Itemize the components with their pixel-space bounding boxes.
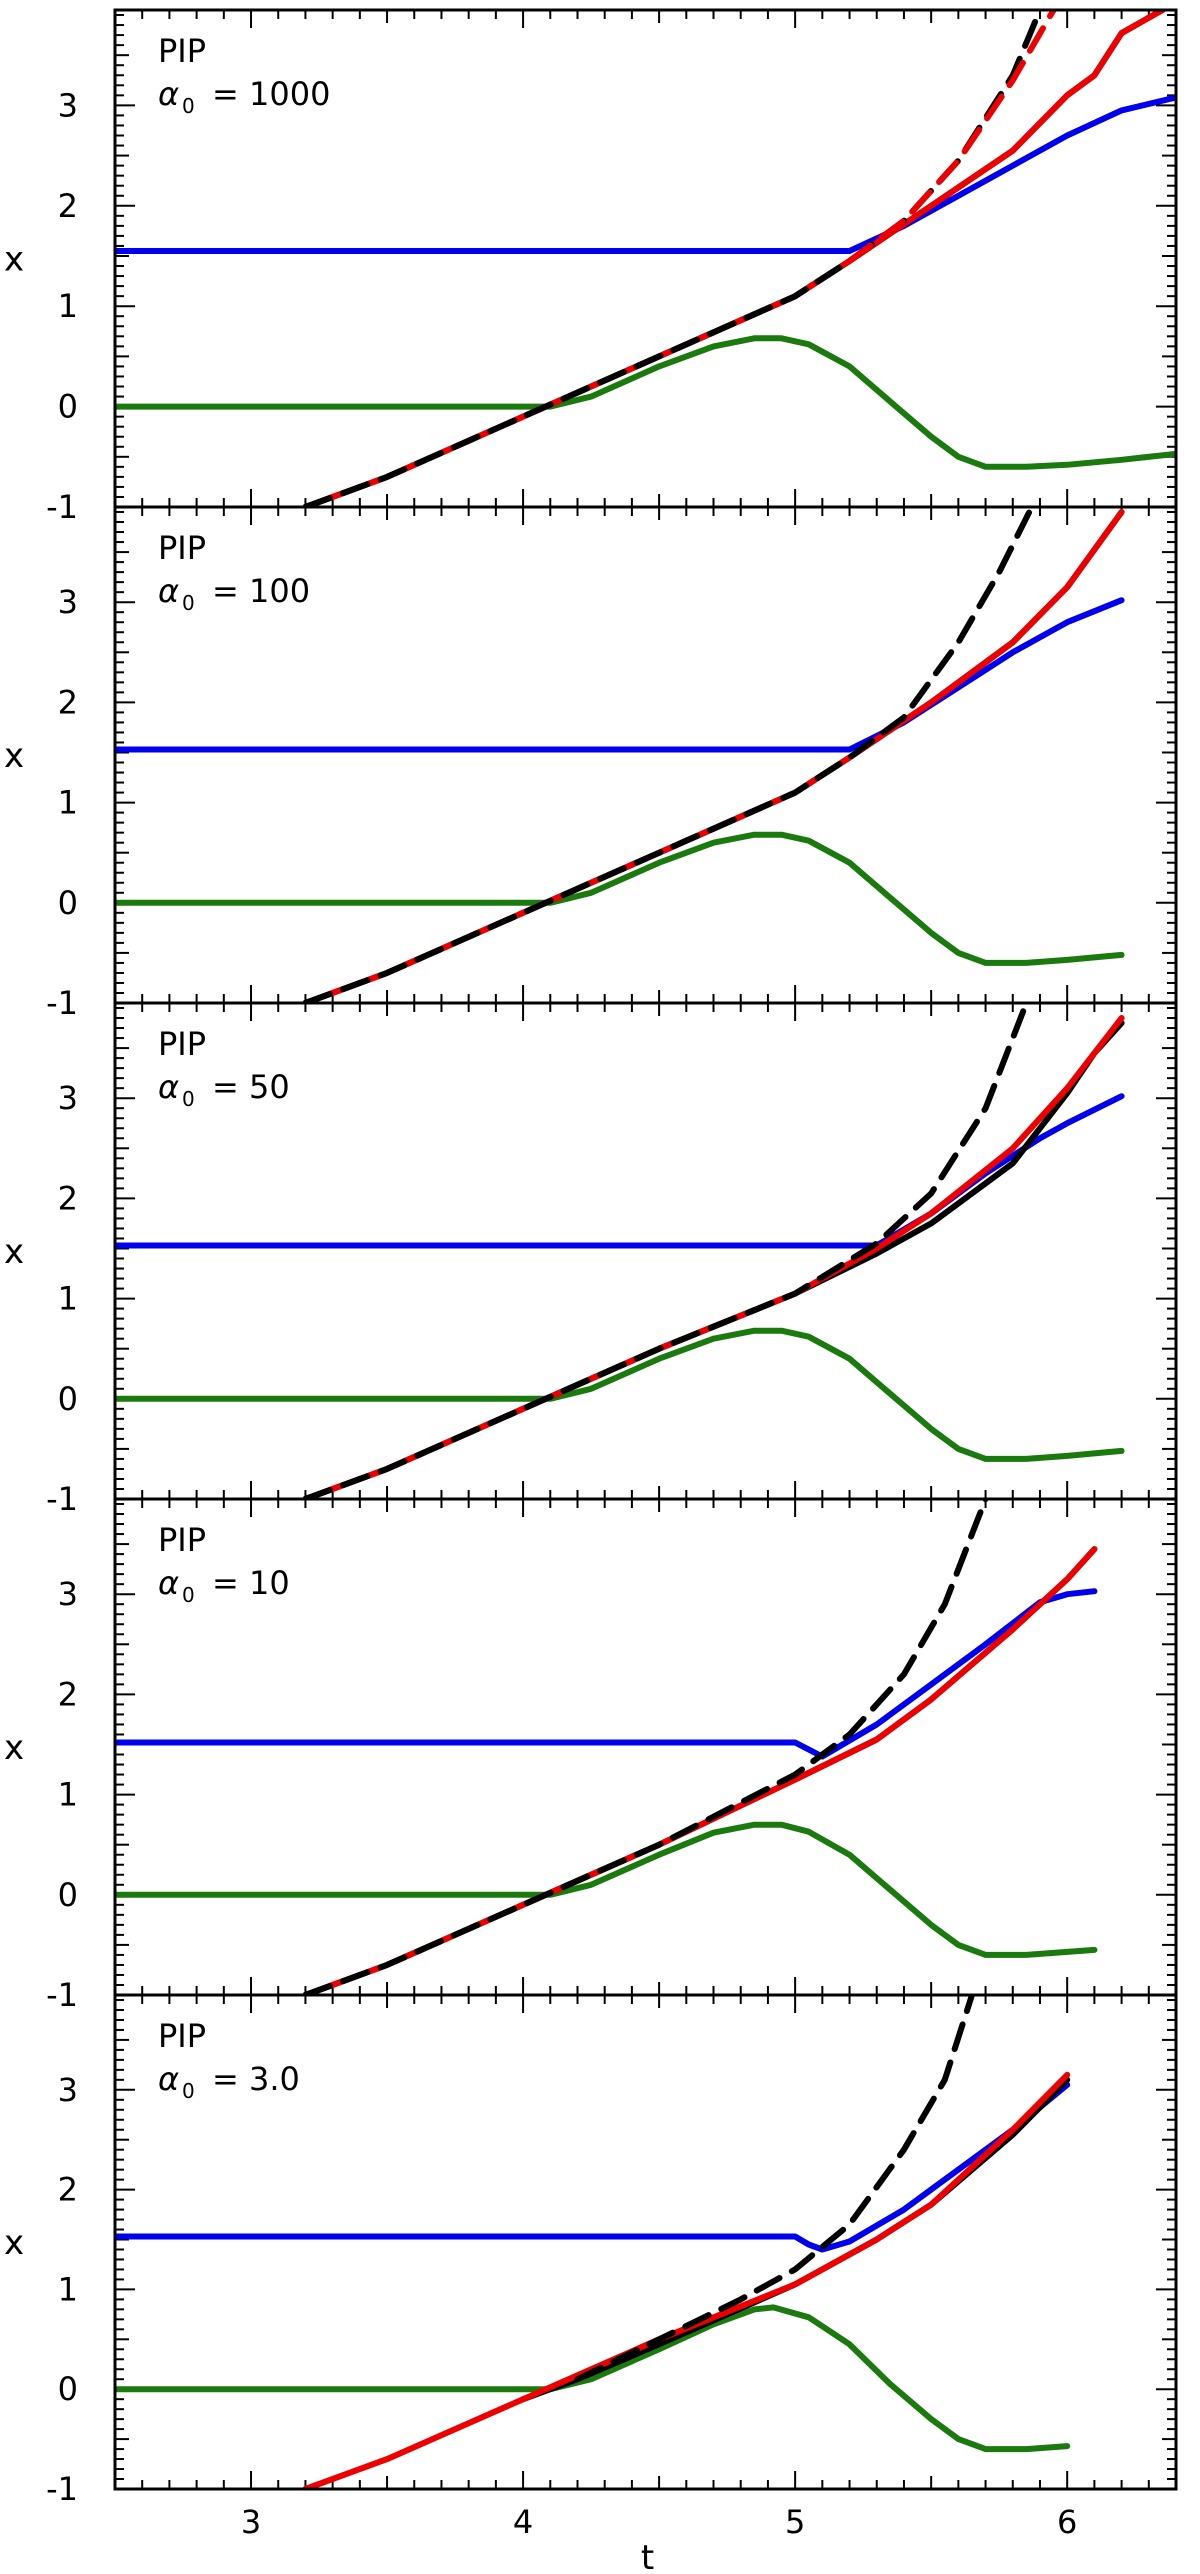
series-red-line <box>302 1546 1098 1995</box>
series-black-dashed-line <box>574 1995 975 2383</box>
series-red-line <box>302 509 1125 1003</box>
alpha-value: = 50 <box>212 1068 290 1106</box>
y-axis-label: x <box>4 1728 24 1768</box>
alpha-value: = 1000 <box>212 75 330 113</box>
series-green-line <box>115 335 1176 470</box>
alpha-subscript: 0 <box>182 1583 195 1607</box>
x-tick-label: 5 <box>785 2503 805 2541</box>
series-black-dashed-line <box>302 507 1035 1003</box>
alpha-symbol: α <box>158 1068 179 1106</box>
series-green-line <box>115 1821 1098 1958</box>
y-axis-label: x <box>4 736 24 776</box>
y-tick-label: 1 <box>58 2270 78 2308</box>
y-tick-label: 1 <box>58 1280 78 1318</box>
y-tick-label: 3 <box>58 583 78 621</box>
series-red-line <box>302 10 1166 507</box>
series-green-line <box>115 831 1125 966</box>
series-blue-line <box>115 597 1125 753</box>
y-tick-label: 3 <box>58 1575 78 1613</box>
y-tick-label: 3 <box>58 1079 78 1117</box>
series-black-line <box>302 1020 1125 1499</box>
y-tick-label: 2 <box>58 683 78 721</box>
y-tick-label: -1 <box>46 984 78 1022</box>
y-axis-label: x <box>4 1232 24 1272</box>
y-tick-label: 2 <box>58 2171 78 2209</box>
y-tick-label: 0 <box>58 1380 78 1418</box>
y-tick-label: 0 <box>58 388 78 426</box>
alpha-value: = 3.0 <box>212 2060 300 2098</box>
y-tick-label: 3 <box>58 86 78 124</box>
alpha-value: = 10 <box>212 1564 290 1602</box>
alpha-symbol: α <box>158 572 179 610</box>
alpha-subscript: 0 <box>182 94 195 118</box>
panel-label: PIP <box>158 2017 206 2055</box>
series-green-line <box>115 2304 1071 2453</box>
series-red-line <box>302 1015 1125 1499</box>
y-axis-label: x <box>4 2223 24 2263</box>
y-tick-label: 1 <box>58 287 78 325</box>
x-tick-label: 3 <box>241 2503 261 2541</box>
alpha-symbol: α <box>158 1564 179 1602</box>
x-axis-label: t <box>641 2538 654 2574</box>
series-black-line <box>302 509 1125 1003</box>
series-black-line <box>302 10 1166 507</box>
series-black-dashed-line <box>302 1003 1030 1499</box>
y-tick-label: 2 <box>58 187 78 225</box>
y-tick-label: 2 <box>58 1179 78 1217</box>
panel-label: PIP <box>158 1025 206 1063</box>
alpha-value: = 100 <box>212 572 310 610</box>
panel-label: PIP <box>158 32 206 70</box>
y-tick-label: 2 <box>58 1675 78 1713</box>
series-red-line <box>302 2071 1071 2489</box>
alpha-subscript: 0 <box>182 591 195 615</box>
alpha-symbol: α <box>158 75 179 113</box>
alpha-subscript: 0 <box>182 1087 195 1111</box>
y-tick-label: 1 <box>58 784 78 822</box>
series-blue-line <box>115 1093 1125 1249</box>
series-black-dashed-line <box>302 1499 989 1995</box>
x-tick-label: 4 <box>513 2503 533 2541</box>
alpha-subscript: 0 <box>182 2079 195 2103</box>
panel-label: PIP <box>158 1521 206 1559</box>
panel-frame <box>113 1993 1178 2491</box>
y-axis-label: x <box>4 240 24 280</box>
alpha-symbol: α <box>158 2060 179 2098</box>
y-tick-label: -1 <box>46 1480 78 1518</box>
y-tick-label: -1 <box>46 1976 78 2014</box>
series-blue-line <box>115 1588 1098 1760</box>
y-tick-label: 1 <box>58 1776 78 1814</box>
y-tick-label: -1 <box>46 2470 78 2508</box>
series-red-dashed-line <box>846 10 1057 264</box>
x-tick-label: 6 <box>1057 2503 1077 2541</box>
y-tick-label: 0 <box>58 1876 78 1914</box>
y-tick-label: -1 <box>46 488 78 526</box>
y-tick-label: 0 <box>58 884 78 922</box>
series-green-line <box>115 1327 1125 1462</box>
y-tick-label: 0 <box>58 2370 78 2408</box>
panel-label: PIP <box>158 529 206 567</box>
series-black-line <box>302 1546 1098 1995</box>
y-tick-label: 3 <box>58 2071 78 2109</box>
series-blue-line <box>115 94 1176 254</box>
